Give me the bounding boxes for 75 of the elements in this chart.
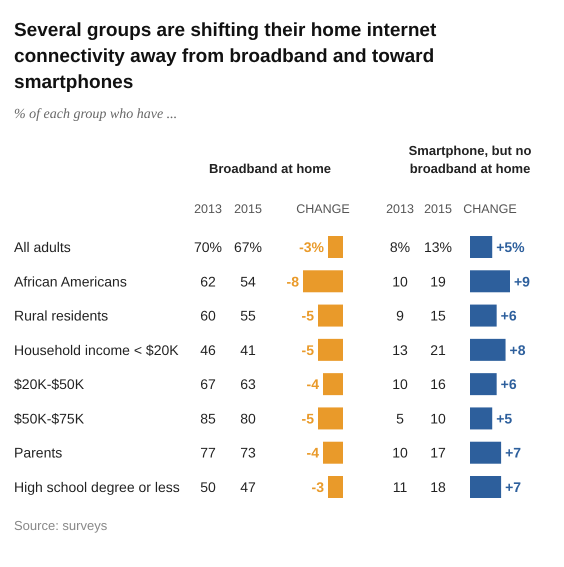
data-label: 15 [430, 308, 446, 324]
y-tick-label: Rural residents [14, 308, 108, 324]
bar [470, 270, 510, 292]
bar [470, 373, 497, 396]
data-label: 11 [392, 479, 408, 495]
chart-title: Smartphone, but no broadband at home [408, 143, 532, 176]
data-label: 55 [240, 308, 256, 324]
data-label: 17 [430, 444, 446, 461]
x-tick-label: 2013 [194, 202, 222, 216]
y-tick-label: Parents [14, 444, 62, 461]
data-label: 13% [424, 239, 452, 255]
data-label: 5 [396, 410, 404, 426]
data-label: 8% [390, 239, 410, 255]
data-label: 10 [430, 410, 446, 426]
data-label: 60 [200, 308, 216, 324]
data-label: -3 [312, 479, 324, 495]
data-label: -5 [302, 410, 314, 426]
data-label: 67% [234, 239, 262, 255]
data-label: 10 [392, 444, 408, 461]
data-label: +5% [496, 239, 526, 255]
y-tick-label: Household income < $20K [14, 342, 180, 358]
x-tick-label: 2015 [424, 202, 452, 216]
data-label: 62 [200, 273, 216, 290]
series-label: CHANGE [296, 202, 350, 216]
data-label: 21 [430, 342, 446, 358]
data-label: 18 [430, 479, 446, 495]
data-label: -3% [299, 239, 325, 255]
data-label: 46 [200, 342, 216, 358]
source-note: Source: surveys [14, 518, 108, 533]
data-label: 47 [240, 479, 256, 495]
data-label: +6 [500, 308, 517, 324]
data-label: 77 [200, 444, 216, 461]
data-label: 67 [200, 376, 216, 392]
data-label: 16 [430, 376, 446, 392]
data-label: +9 [514, 273, 530, 290]
data-label: 19 [430, 273, 446, 290]
data-label: 10 [392, 273, 408, 290]
y-tick-label: $50K-$75K [14, 410, 85, 426]
data-label: +6 [500, 376, 517, 392]
data-label: 10 [392, 376, 408, 392]
data-label: +8 [510, 342, 526, 358]
bar [470, 304, 497, 327]
data-label: -4 [306, 444, 320, 461]
data-label: 73 [240, 444, 256, 461]
bar [470, 442, 502, 464]
bar [470, 236, 492, 258]
data-label: -5 [302, 342, 314, 358]
data-label: +7 [505, 444, 522, 461]
data-label: 50 [200, 479, 216, 495]
data-label: 9 [396, 308, 404, 324]
data-label: -8 [286, 273, 300, 290]
text: % of each group who have ... [14, 107, 178, 122]
y-tick-label: $20K-$50K [14, 376, 85, 392]
y-tick-label: African Americans [14, 273, 127, 290]
bar [470, 407, 492, 430]
data-label: 63 [240, 376, 256, 392]
chart-title: Broadband at home [208, 161, 332, 176]
data-label: 85 [200, 410, 216, 426]
data-label: -4 [306, 376, 320, 392]
data-label: 41 [240, 342, 256, 358]
data-label: 13 [392, 342, 408, 358]
data-label: +5 [496, 410, 512, 426]
data-label: 70% [194, 239, 222, 255]
data-label: +7 [505, 479, 522, 495]
data-label: -5 [302, 308, 314, 324]
bar [470, 338, 506, 361]
bar [470, 476, 502, 498]
y-tick-label: All adults [14, 239, 71, 255]
x-tick-label: 2013 [386, 202, 414, 216]
data-label: 54 [240, 273, 256, 290]
y-tick-label: High school degree or less [14, 479, 180, 495]
x-tick-label: 2015 [234, 202, 262, 216]
data-label: 80 [240, 410, 256, 426]
text: Several groups are shifting their home internet connectivity away from broadband and toward smartphones [14, 20, 437, 93]
series-label: CHANGE [463, 202, 517, 216]
